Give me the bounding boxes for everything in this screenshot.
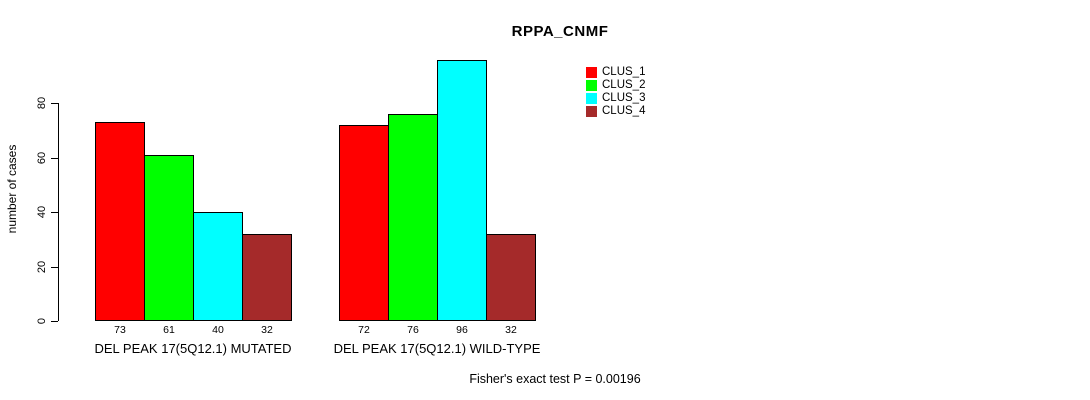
y-tick-label: 20	[36, 260, 48, 273]
bar-value-label: 73	[114, 324, 126, 336]
bar-clus_1	[95, 122, 145, 321]
legend-item-clus_2: CLUS_2	[586, 79, 645, 92]
bar-value-label: 72	[358, 324, 370, 336]
legend-swatch-icon	[586, 67, 597, 78]
y-tick-label: 0	[36, 317, 48, 325]
legend-label: CLUS_3	[602, 92, 646, 104]
bar-clus_3	[437, 60, 487, 321]
y-tick-label: 40	[36, 206, 48, 219]
bar-clus_4	[486, 234, 536, 321]
bar-clus_1	[339, 125, 389, 321]
y-tick	[51, 212, 58, 214]
legend-item-clus_4: CLUS_4	[586, 105, 645, 118]
y-tick	[51, 157, 58, 159]
y-tick-label: 60	[36, 151, 48, 164]
y-axis-line	[58, 103, 59, 321]
y-tick	[51, 321, 58, 322]
bar-value-label: 32	[261, 324, 273, 336]
legend-label: CLUS_4	[602, 105, 646, 117]
legend-swatch-icon	[586, 106, 597, 117]
bar-value-label: 96	[456, 324, 468, 336]
y-axis-title: number of cases	[5, 144, 19, 234]
legend: CLUS_1 CLUS_2 CLUS_3 CLUS_4	[586, 66, 645, 118]
group-label: DEL PEAK 17(5Q12.1) MUTATED	[94, 341, 292, 356]
legend-label: CLUS_2	[602, 79, 646, 91]
bar-value-label: 40	[212, 324, 224, 336]
bar-clus_4	[242, 234, 292, 321]
bar-clus_2	[388, 114, 438, 321]
legend-swatch-icon	[586, 93, 597, 104]
bar-value-label: 61	[163, 324, 175, 336]
legend-label: CLUS_1	[602, 66, 646, 78]
fisher-test-annotation: Fisher's exact test P = 0.00196	[469, 372, 641, 386]
legend-swatch-icon	[586, 80, 597, 91]
chart-title: RPPA_CNMF	[511, 23, 609, 40]
bar-value-label: 32	[505, 324, 517, 336]
y-tick-label: 80	[36, 97, 48, 110]
group-label: DEL PEAK 17(5Q12.1) WILD-TYPE	[333, 341, 541, 356]
legend-item-clus_1: CLUS_1	[586, 66, 645, 79]
bar-clus_3	[193, 212, 243, 321]
legend-item-clus_3: CLUS_3	[586, 92, 645, 105]
y-tick	[51, 103, 58, 105]
bar-value-label: 76	[407, 324, 419, 336]
y-tick	[51, 266, 58, 268]
bar-clus_2	[144, 155, 194, 321]
